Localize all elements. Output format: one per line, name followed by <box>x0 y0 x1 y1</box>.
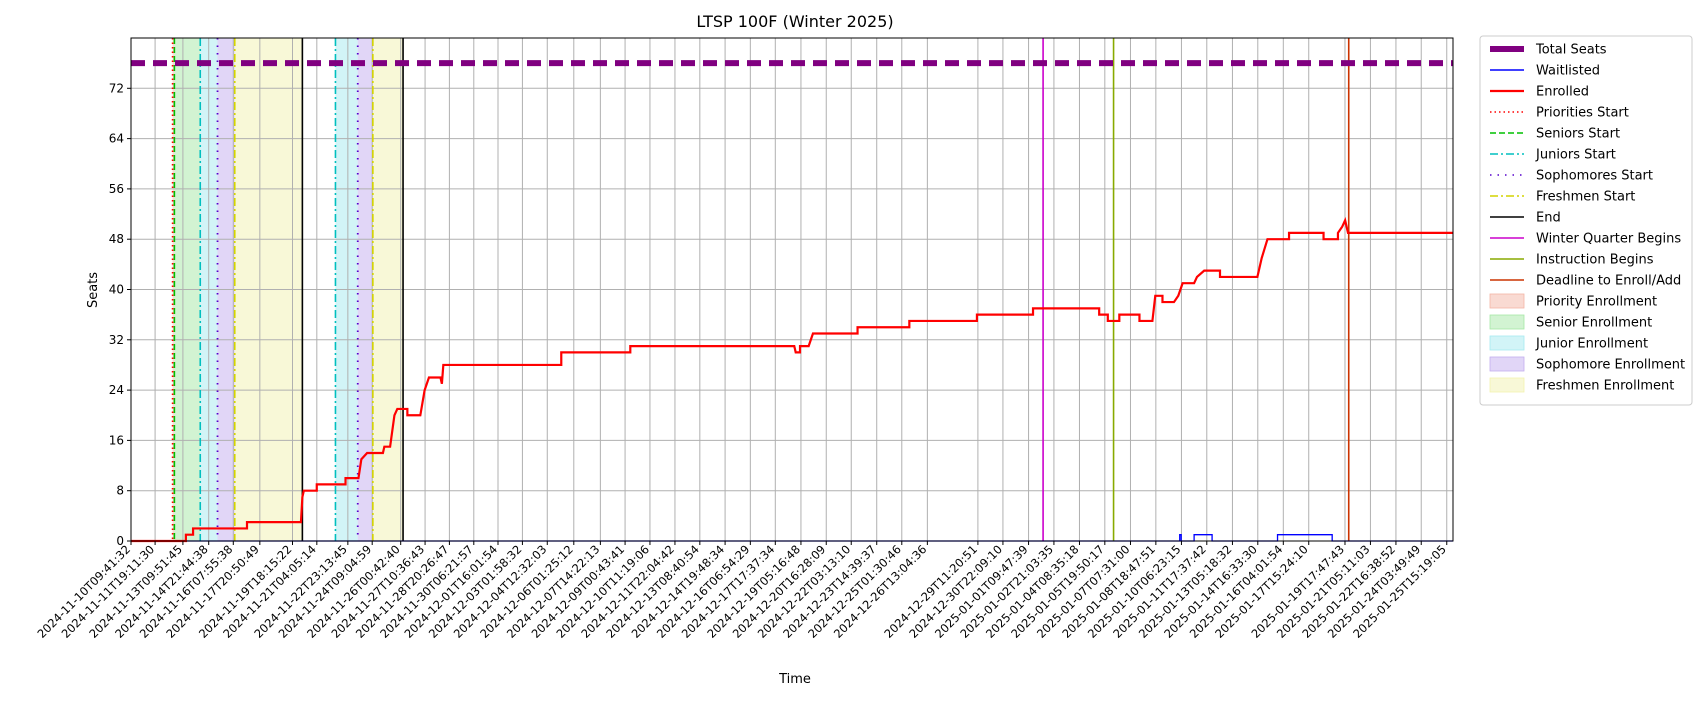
legend-label-12: Priority Enrollment <box>1536 295 1657 310</box>
y-tick-label-0: 0 <box>116 534 124 548</box>
y-tick-label-7: 56 <box>109 182 124 196</box>
legend-swatch-13 <box>1489 314 1525 330</box>
legend-label-2: Enrolled <box>1536 85 1589 100</box>
y-tick-label-6: 48 <box>109 232 124 246</box>
series-line-2 <box>131 216 1453 543</box>
legend-label-6: Sophomores Start <box>1536 169 1653 184</box>
legend-label-13: Senior Enrollment <box>1536 316 1652 331</box>
legend-label-1: Waitlisted <box>1536 64 1600 79</box>
chart-title: LTSP 100F (Winter 2025) <box>696 12 893 31</box>
y-axis: 0 8 16 24 32 40 48 56 64 72 <box>109 81 131 548</box>
y-axis-label: Seats <box>86 272 101 308</box>
legend-swatch-15 <box>1489 356 1525 372</box>
y-tick-label-4: 32 <box>109 333 124 347</box>
legend-label-4: Seniors Start <box>1536 127 1620 142</box>
y-tick-label-8: 64 <box>109 132 124 146</box>
legend-frame <box>1479 35 1693 406</box>
legend-label-14: Junior Enrollment <box>1535 337 1648 352</box>
y-tick-label-1: 8 <box>116 484 124 498</box>
y-tick-label-5: 40 <box>109 283 124 297</box>
legend-swatch-16 <box>1489 377 1525 393</box>
legend-label-5: Juniors Start <box>1535 148 1616 163</box>
legend-label-9: Winter Quarter Begins <box>1536 232 1681 247</box>
series-lines <box>131 60 1453 543</box>
milestone-markers <box>171 38 1350 541</box>
y-tick-label-9: 72 <box>109 81 124 95</box>
legend-swatch-12 <box>1489 293 1525 309</box>
y-tick-label-3: 24 <box>109 383 124 397</box>
legend-label-7: Freshmen Start <box>1536 190 1635 205</box>
x-axis-label: Time <box>778 672 811 687</box>
legend: Total Seats Waitlisted Enrolled Priorities … <box>1479 35 1693 406</box>
legend-label-3: Priorities Start <box>1536 106 1629 121</box>
legend-label-0: Total Seats <box>1535 43 1607 58</box>
legend-label-15: Sophomore Enrollment <box>1536 358 1685 373</box>
y-tick-label-2: 16 <box>109 433 124 447</box>
legend-label-10: Instruction Begins <box>1536 253 1654 268</box>
series-line-1 <box>131 534 1453 542</box>
legend-label-16: Freshmen Enrollment <box>1536 379 1674 394</box>
legend-swatch-14 <box>1489 335 1525 351</box>
legend-label-11: Deadline to Enroll/Add <box>1536 274 1681 289</box>
legend-label-8: End <box>1536 211 1561 226</box>
